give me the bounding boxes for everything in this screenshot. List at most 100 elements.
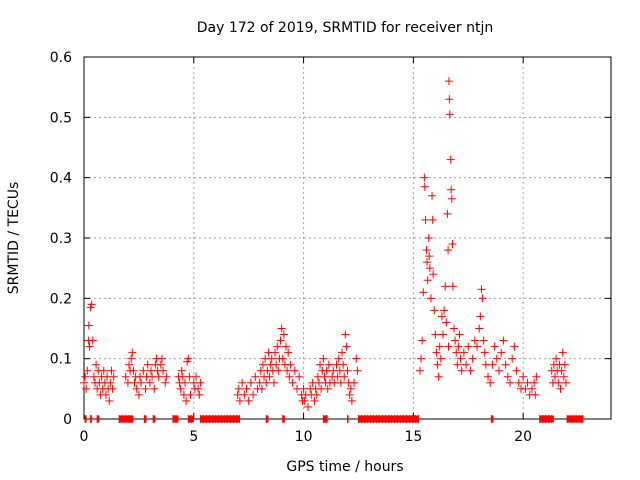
data-point	[556, 384, 565, 393]
data-point	[320, 372, 329, 381]
data-point	[531, 390, 540, 399]
data-point	[182, 396, 191, 405]
data-point	[137, 378, 146, 387]
data-point	[278, 354, 287, 363]
data-point	[176, 384, 185, 393]
zero-value-points	[84, 415, 87, 423]
data-point	[459, 348, 468, 357]
data-point	[486, 378, 495, 387]
y-tick-label: 0.5	[50, 110, 72, 126]
x-tick-label: 5	[189, 429, 198, 445]
axis-ticks: 0 0.1 0.2 0.3 0.4 0.5 0.6 0 5 10 15 20	[50, 50, 611, 445]
data-point	[335, 366, 344, 375]
data-point	[279, 330, 288, 339]
data-point	[159, 366, 168, 375]
data-point	[238, 378, 247, 387]
data-point	[444, 77, 453, 86]
data-point	[519, 372, 528, 381]
data-point	[246, 378, 255, 387]
data-point	[269, 378, 278, 387]
data-point	[453, 360, 462, 369]
data-point	[417, 354, 426, 363]
data-point	[448, 282, 457, 291]
data-point	[257, 384, 266, 393]
data-point	[422, 258, 431, 267]
data-point	[433, 360, 442, 369]
x-tick-label: 20	[514, 429, 532, 445]
data-point	[447, 185, 456, 194]
data-point	[503, 372, 512, 381]
data-point	[444, 342, 453, 351]
data-point	[150, 384, 159, 393]
data-point	[285, 372, 294, 381]
data-point	[244, 396, 253, 405]
data-point	[295, 372, 304, 381]
data-point	[186, 390, 195, 399]
data-point	[418, 336, 427, 345]
data-point	[139, 366, 148, 375]
data-point	[495, 366, 504, 375]
x-tick-label: 10	[295, 429, 313, 445]
data-point	[303, 402, 312, 411]
data-point	[300, 396, 309, 405]
data-point	[443, 209, 452, 218]
data-point	[425, 264, 434, 273]
data-point	[242, 384, 251, 393]
data-point	[316, 360, 325, 369]
x-tick-label: 0	[80, 429, 89, 445]
data-point	[274, 366, 283, 375]
data-point	[429, 270, 438, 279]
y-tick-label: 0.2	[50, 291, 72, 307]
data-point	[109, 372, 118, 381]
zero-value-points	[118, 415, 134, 423]
data-point	[234, 384, 243, 393]
data-point	[177, 366, 186, 375]
data-point	[452, 348, 461, 357]
data-point	[92, 360, 101, 369]
data-point	[352, 354, 361, 363]
data-point	[510, 342, 519, 351]
data-point	[530, 378, 539, 387]
data-point	[191, 372, 200, 381]
data-point	[343, 366, 352, 375]
data-point	[464, 342, 473, 351]
data-point	[420, 173, 429, 182]
data-point	[194, 384, 203, 393]
data-point	[195, 390, 204, 399]
data-point	[501, 360, 510, 369]
data-point	[512, 366, 521, 375]
data-point	[484, 372, 493, 381]
data-point	[505, 378, 514, 387]
data-point	[462, 360, 471, 369]
data-point	[559, 372, 568, 381]
data-point	[258, 360, 267, 369]
data-point	[420, 182, 429, 191]
data-point	[426, 294, 435, 303]
data-point	[475, 324, 484, 333]
data-point	[106, 378, 115, 387]
data-point	[499, 336, 508, 345]
data-point	[154, 372, 163, 381]
data-point	[121, 372, 130, 381]
data-point	[265, 372, 274, 381]
data-point	[476, 312, 485, 321]
data-point	[88, 336, 97, 345]
data-point	[470, 336, 479, 345]
data-point	[161, 378, 170, 387]
zero-value-points	[357, 415, 419, 423]
data-point	[441, 282, 450, 291]
data-point	[128, 348, 137, 357]
data-point	[454, 342, 463, 351]
zero-value-points	[566, 415, 584, 423]
data-point	[286, 360, 295, 369]
data-point	[101, 390, 110, 399]
data-point	[432, 348, 441, 357]
data-point	[514, 378, 523, 387]
data-point	[480, 348, 489, 357]
data-point	[80, 378, 88, 387]
data-point	[431, 330, 440, 339]
data-point	[473, 342, 482, 351]
data-point	[89, 372, 98, 381]
data-point	[132, 384, 141, 393]
data-point	[434, 372, 443, 381]
